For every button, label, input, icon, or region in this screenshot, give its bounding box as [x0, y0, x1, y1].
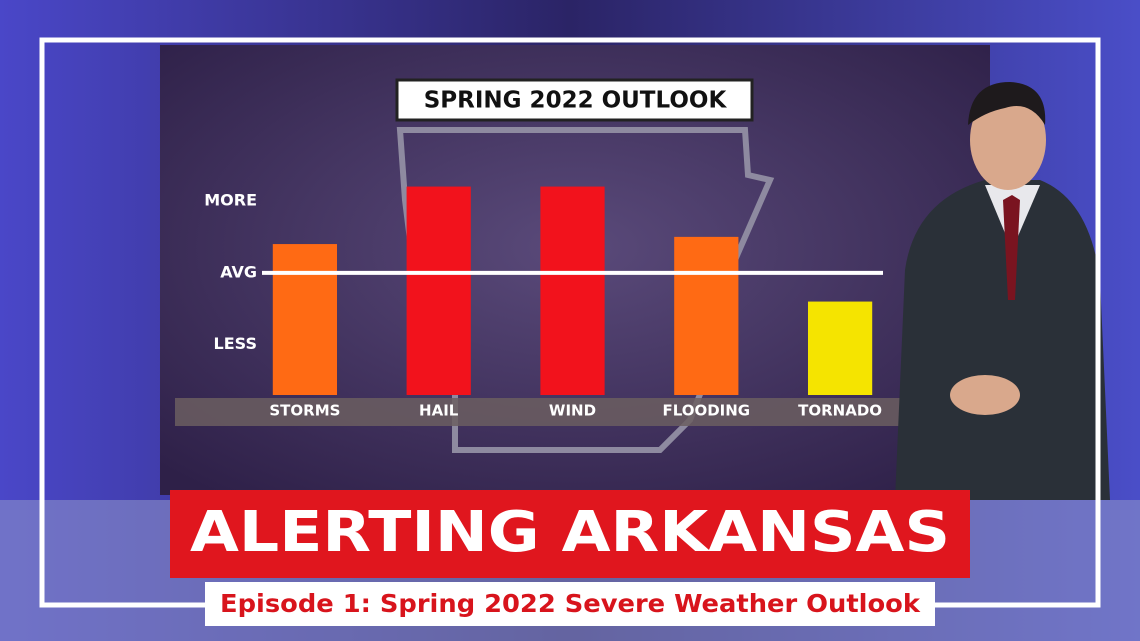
bar	[272, 244, 338, 395]
banner-subtitle: Episode 1: Spring 2022 Severe Weather Ou…	[220, 589, 921, 618]
banner-title: ALERTING ARKANSAS	[190, 500, 950, 565]
label-band	[175, 398, 920, 426]
x-tick-label: WIND	[549, 402, 596, 420]
anchor-face	[970, 90, 1046, 190]
chart-title-box	[395, 78, 754, 122]
anchor-suit	[895, 180, 1110, 500]
y-tick-label: MORE	[204, 190, 257, 209]
anchor-tie	[1003, 195, 1020, 300]
bar	[807, 301, 873, 395]
anchor-hair	[968, 82, 1046, 125]
banner-subtitle-box	[205, 582, 935, 626]
chart: LESS AVG MORE STORMS HAIL WIND FLOODING TORNADO	[204, 186, 883, 420]
anchor-hands	[950, 375, 1020, 415]
y-tick-label: LESS	[214, 334, 257, 353]
chart-title: SPRING 2022 OUTLOOK	[424, 88, 728, 114]
bar	[540, 186, 605, 395]
x-tick-label: STORMS	[269, 402, 340, 420]
x-tick-label: TORNADO	[798, 402, 882, 420]
banner-title-box	[170, 490, 970, 578]
x-tick-label: FLOODING	[662, 402, 750, 420]
anchor	[895, 82, 1110, 500]
bar	[406, 186, 471, 395]
bar	[674, 236, 739, 395]
y-tick-label: AVG	[220, 262, 257, 281]
x-tick-label: HAIL	[419, 402, 459, 420]
